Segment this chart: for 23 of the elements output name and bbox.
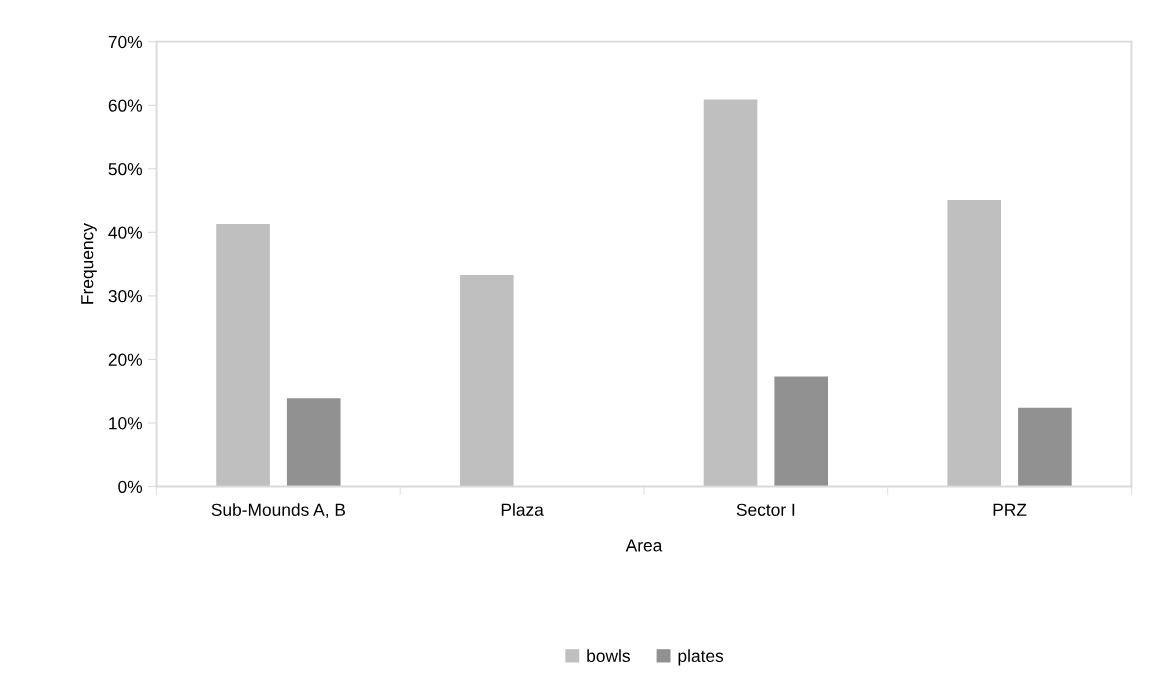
y-tick-label: 0% bbox=[118, 480, 143, 493]
y-tick-label: 40% bbox=[108, 226, 143, 239]
y-tick-label: 20% bbox=[108, 353, 143, 366]
legend-label: plates bbox=[678, 649, 724, 666]
x-tick-label: PRZ bbox=[993, 503, 1027, 516]
y-tick-label: 30% bbox=[108, 290, 143, 303]
y-tick-label: 70% bbox=[108, 35, 143, 49]
legend-label: bowls bbox=[587, 649, 630, 663]
bar bbox=[947, 199, 1002, 487]
x-tick-label: Plaza bbox=[501, 503, 544, 516]
x-tick-label: Sub-Mounds A, B bbox=[211, 503, 346, 518]
x-tick-label: Sector I bbox=[736, 503, 795, 516]
bar bbox=[286, 398, 341, 487]
bar bbox=[703, 99, 758, 487]
y-tick-label: 50% bbox=[108, 162, 143, 176]
y-axis-title: Frequency bbox=[81, 223, 97, 304]
bar bbox=[459, 274, 514, 487]
y-tick-label: 60% bbox=[108, 99, 143, 112]
bar bbox=[216, 224, 270, 487]
y-tick-label: 10% bbox=[109, 417, 143, 430]
bar bbox=[774, 376, 828, 487]
x-axis-title: Area bbox=[625, 539, 663, 552]
bar bbox=[1018, 407, 1072, 487]
